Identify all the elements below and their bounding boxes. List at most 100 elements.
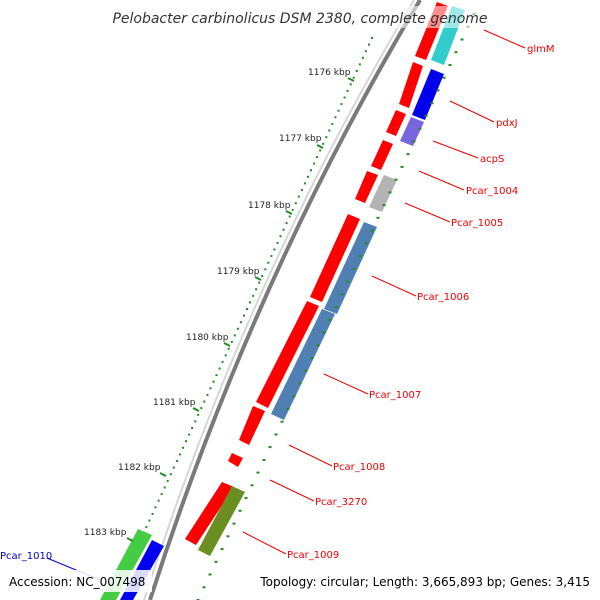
track-dot (244, 497, 248, 500)
map-title: Pelobacter carbinolicus DSM 2380, comple… (112, 11, 487, 27)
track-dot (154, 506, 157, 509)
track-dot (442, 76, 446, 79)
track-dot (243, 314, 245, 317)
track-dot (166, 479, 169, 482)
track-dot (328, 318, 332, 321)
track-dot (169, 473, 172, 476)
gene-labels: glmM pdxJ acpS Pcar_1004 Pcar_1005 Pcar_… (0, 29, 555, 581)
track-dot (227, 347, 230, 350)
track-dot (292, 395, 296, 398)
track-dot (203, 400, 206, 403)
track-dot (270, 255, 273, 258)
track-dot (349, 83, 352, 86)
track-dot (273, 248, 276, 251)
label-pcar1008[interactable]: Pcar_1008 (333, 462, 385, 473)
track-dot (238, 509, 242, 512)
tick-label: 1180 kbp (186, 333, 229, 343)
outer-skew-track (196, 13, 476, 600)
label-pdxJ[interactable]: pdxJ (496, 118, 518, 129)
tick-label: 1182 kbp (118, 463, 161, 473)
label-pcar1009[interactable]: Pcar_1009 (287, 550, 339, 561)
track-dot (316, 344, 320, 347)
label-pcar1006[interactable]: Pcar_1006 (417, 292, 469, 303)
track-dot (274, 433, 278, 436)
tick-label: 1177 kbp (279, 134, 322, 144)
cds-feature-fwd-3[interactable] (386, 110, 406, 136)
track-dot (279, 235, 282, 238)
track-dot (307, 175, 309, 178)
track-dot (310, 357, 314, 359)
tick-mark (285, 210, 293, 215)
track-dot (340, 293, 344, 296)
cds-feature-fwd-9[interactable] (228, 453, 243, 467)
track-dot (424, 114, 428, 117)
track-dot (262, 458, 266, 461)
track-dot (285, 222, 288, 225)
track-dot (188, 433, 191, 436)
track-dot (236, 327, 239, 330)
track-dot (364, 50, 367, 53)
tick-mark (316, 144, 324, 149)
track-dot (370, 229, 374, 232)
track-dot (331, 122, 334, 125)
leader-line (242, 531, 287, 555)
track-dot (200, 407, 203, 410)
gc-content-track (121, 37, 373, 581)
track-dot (191, 427, 194, 429)
cds-feature-fwd-6[interactable] (310, 214, 360, 302)
label-pcar1004[interactable]: Pcar_1004 (466, 186, 518, 197)
track-dot (239, 321, 242, 324)
track-dot (460, 38, 464, 41)
track-dot (352, 76, 355, 79)
feature-pcar1009-olive[interactable] (198, 486, 245, 556)
leader-line (449, 100, 495, 123)
feature-pcar1005-gray[interactable] (369, 175, 397, 212)
feature-pcar1006-steel[interactable] (324, 222, 377, 314)
track-dot (406, 153, 410, 156)
track-dot (346, 89, 349, 92)
label-pcar1005[interactable]: Pcar_1005 (451, 218, 503, 229)
track-dot (264, 268, 267, 271)
title-backdrop (108, 6, 492, 28)
label-pcar3270[interactable]: Pcar_3270 (315, 497, 367, 508)
topology-text: Topology: circular; Length: 3,665,893 bp… (259, 575, 590, 589)
track-dot (448, 64, 452, 66)
tick-label: 1181 kbp (153, 398, 196, 408)
track-dot (300, 189, 303, 191)
track-dot (194, 420, 197, 423)
cds-feature-fwd-8[interactable] (239, 406, 265, 445)
track-dot (256, 471, 260, 474)
leader-line (269, 479, 315, 502)
track-dot (218, 367, 221, 370)
track-dot (255, 288, 258, 291)
cds-feature-fwd-10[interactable] (185, 482, 234, 545)
track-dot (209, 387, 212, 390)
label-pcar1007[interactable]: Pcar_1007 (369, 390, 421, 401)
track-dot (249, 301, 251, 304)
track-dot (261, 275, 264, 277)
scale-ticks: 1176 kbp 1177 kbp 1178 kbp 1179 kbp 1180… (84, 68, 355, 542)
track-dot (291, 208, 294, 211)
track-dot (212, 380, 215, 383)
track-dot (282, 228, 285, 231)
feature-pcar1007-steel[interactable] (271, 309, 335, 420)
label-acpS[interactable]: acpS (480, 154, 504, 165)
track-dot (258, 281, 261, 284)
accession-text: Accession: NC_007498 (9, 575, 145, 589)
track-dot (388, 191, 392, 194)
track-dot (252, 294, 255, 297)
label-pcar1010[interactable]: Pcar_1010 (0, 551, 52, 562)
track-dot (232, 522, 236, 525)
track-dot (151, 512, 154, 515)
cds-feature-fwd-2[interactable] (399, 62, 423, 108)
feature-pdxJ-blue[interactable] (412, 69, 444, 120)
label-glmM[interactable]: glmM (527, 44, 555, 55)
cds-feature-fwd-5[interactable] (355, 171, 378, 203)
cds-feature-fwd-4[interactable] (371, 140, 393, 170)
track-dot (288, 215, 291, 218)
feature-acpS-violet[interactable] (400, 117, 424, 146)
track-dot (400, 165, 404, 168)
cds-feature-fwd-7[interactable] (256, 301, 319, 408)
track-dot (325, 136, 328, 139)
